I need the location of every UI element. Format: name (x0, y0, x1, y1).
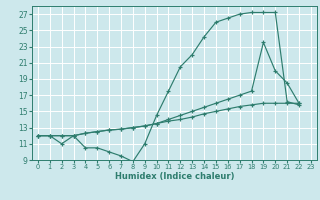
X-axis label: Humidex (Indice chaleur): Humidex (Indice chaleur) (115, 172, 234, 181)
